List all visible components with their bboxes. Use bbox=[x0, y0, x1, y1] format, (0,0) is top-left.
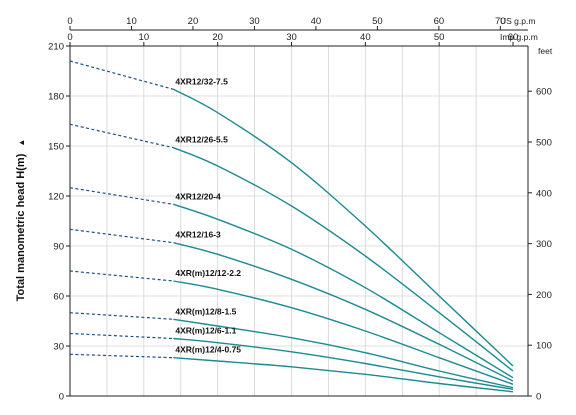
curve-dashed-segment bbox=[69, 270, 174, 282]
right-tick-label: 300 bbox=[536, 239, 552, 250]
us-gpm-tick-label: 70 bbox=[495, 16, 506, 27]
us-gpm-tick-label: 10 bbox=[126, 16, 137, 27]
left-tick-label: 180 bbox=[48, 92, 64, 103]
imp-gpm-unit: Imp g.p.m bbox=[500, 32, 538, 42]
curve-labels: 4XR12/32-7.5 4XR12/26-5.5 4XR12/20-4 4XR12/… bbox=[175, 76, 241, 354]
curve-solid-segment bbox=[173, 242, 514, 382]
curve-label: 4XR(m)12/12-2.2 bbox=[175, 268, 241, 278]
left-tick-label: 0 bbox=[59, 392, 64, 403]
left-tick-label: 210 bbox=[48, 42, 64, 53]
us-gpm-tick-label: 20 bbox=[188, 16, 199, 27]
y-axis-label-text: Total manometric head H(m) bbox=[15, 153, 27, 301]
left-tick-label: 30 bbox=[53, 342, 64, 353]
curve-solid-segment bbox=[173, 203, 514, 379]
feet-unit: feet bbox=[538, 46, 553, 56]
curve-dashed-segment bbox=[69, 228, 174, 244]
grid-lines bbox=[70, 46, 528, 396]
curve-solid-segment bbox=[173, 280, 514, 385]
us-gpm-tick-label: 60 bbox=[434, 16, 445, 27]
curve-label: 4XR(m)12/4-0.75 bbox=[175, 345, 241, 355]
curve-dashed-segment bbox=[69, 332, 174, 340]
left-tick-label: 120 bbox=[48, 192, 64, 203]
us-gpm-unit: US g.p.m bbox=[500, 16, 535, 26]
right-tick-label: 0 bbox=[536, 392, 541, 403]
curve-solid-segment bbox=[173, 357, 514, 393]
us-gpm-tick-label: 0 bbox=[67, 16, 72, 27]
right-tick-label: 400 bbox=[536, 188, 552, 199]
curve-solid-segment bbox=[173, 147, 514, 372]
curve-solid-segment bbox=[173, 337, 514, 390]
curve-solid-segment bbox=[173, 318, 514, 389]
imp-gpm-tick-label: 30 bbox=[286, 32, 297, 43]
us-gpm-tick-label: 50 bbox=[372, 16, 383, 27]
curve-label: 4XR12/26-5.5 bbox=[175, 135, 228, 145]
curve-label: 4XR12/16-3 bbox=[175, 230, 221, 240]
y-axis-arrow-icon: ▲ bbox=[17, 139, 26, 147]
imp-gpm-tick-label: 20 bbox=[212, 32, 223, 43]
imp-gpm-tick-label: 0 bbox=[67, 32, 72, 43]
left-tick-label: 150 bbox=[48, 142, 64, 153]
right-tick-label: 600 bbox=[536, 87, 552, 98]
curve-label: 4XR(m)12/6-1.1 bbox=[175, 326, 236, 336]
us-gpm-tick-label: 40 bbox=[311, 16, 322, 27]
imp-gpm-tick-label: 40 bbox=[360, 32, 371, 43]
left-tick-label: 90 bbox=[53, 242, 64, 253]
curve-label: 4XR(m)12/8-1.5 bbox=[175, 306, 236, 316]
right-tick-label: 100 bbox=[536, 341, 552, 352]
right-tick-label: 500 bbox=[536, 138, 552, 149]
right-tick-label: 200 bbox=[536, 290, 552, 301]
curves bbox=[69, 60, 514, 393]
curve-solid-segment bbox=[173, 88, 514, 367]
curve-label: 4XR12/20-4 bbox=[175, 191, 221, 201]
curve-dashed-segment bbox=[69, 187, 174, 205]
us-gpm-tick-label: 30 bbox=[249, 16, 260, 27]
curve-dashed-segment bbox=[69, 312, 174, 320]
imp-gpm-tick-label: 10 bbox=[139, 32, 150, 43]
curve-dashed-segment bbox=[69, 60, 174, 90]
curve-dashed-segment bbox=[69, 353, 174, 359]
left-tick-label: 60 bbox=[53, 292, 64, 303]
curve-dashed-segment bbox=[69, 123, 174, 149]
imp-gpm-tick-label: 60 bbox=[508, 32, 519, 43]
imp-gpm-tick-label: 50 bbox=[434, 32, 445, 43]
y-axis-label: Total manometric head H(m) ▲ bbox=[15, 139, 27, 302]
curve-label: 4XR12/32-7.5 bbox=[175, 76, 228, 86]
